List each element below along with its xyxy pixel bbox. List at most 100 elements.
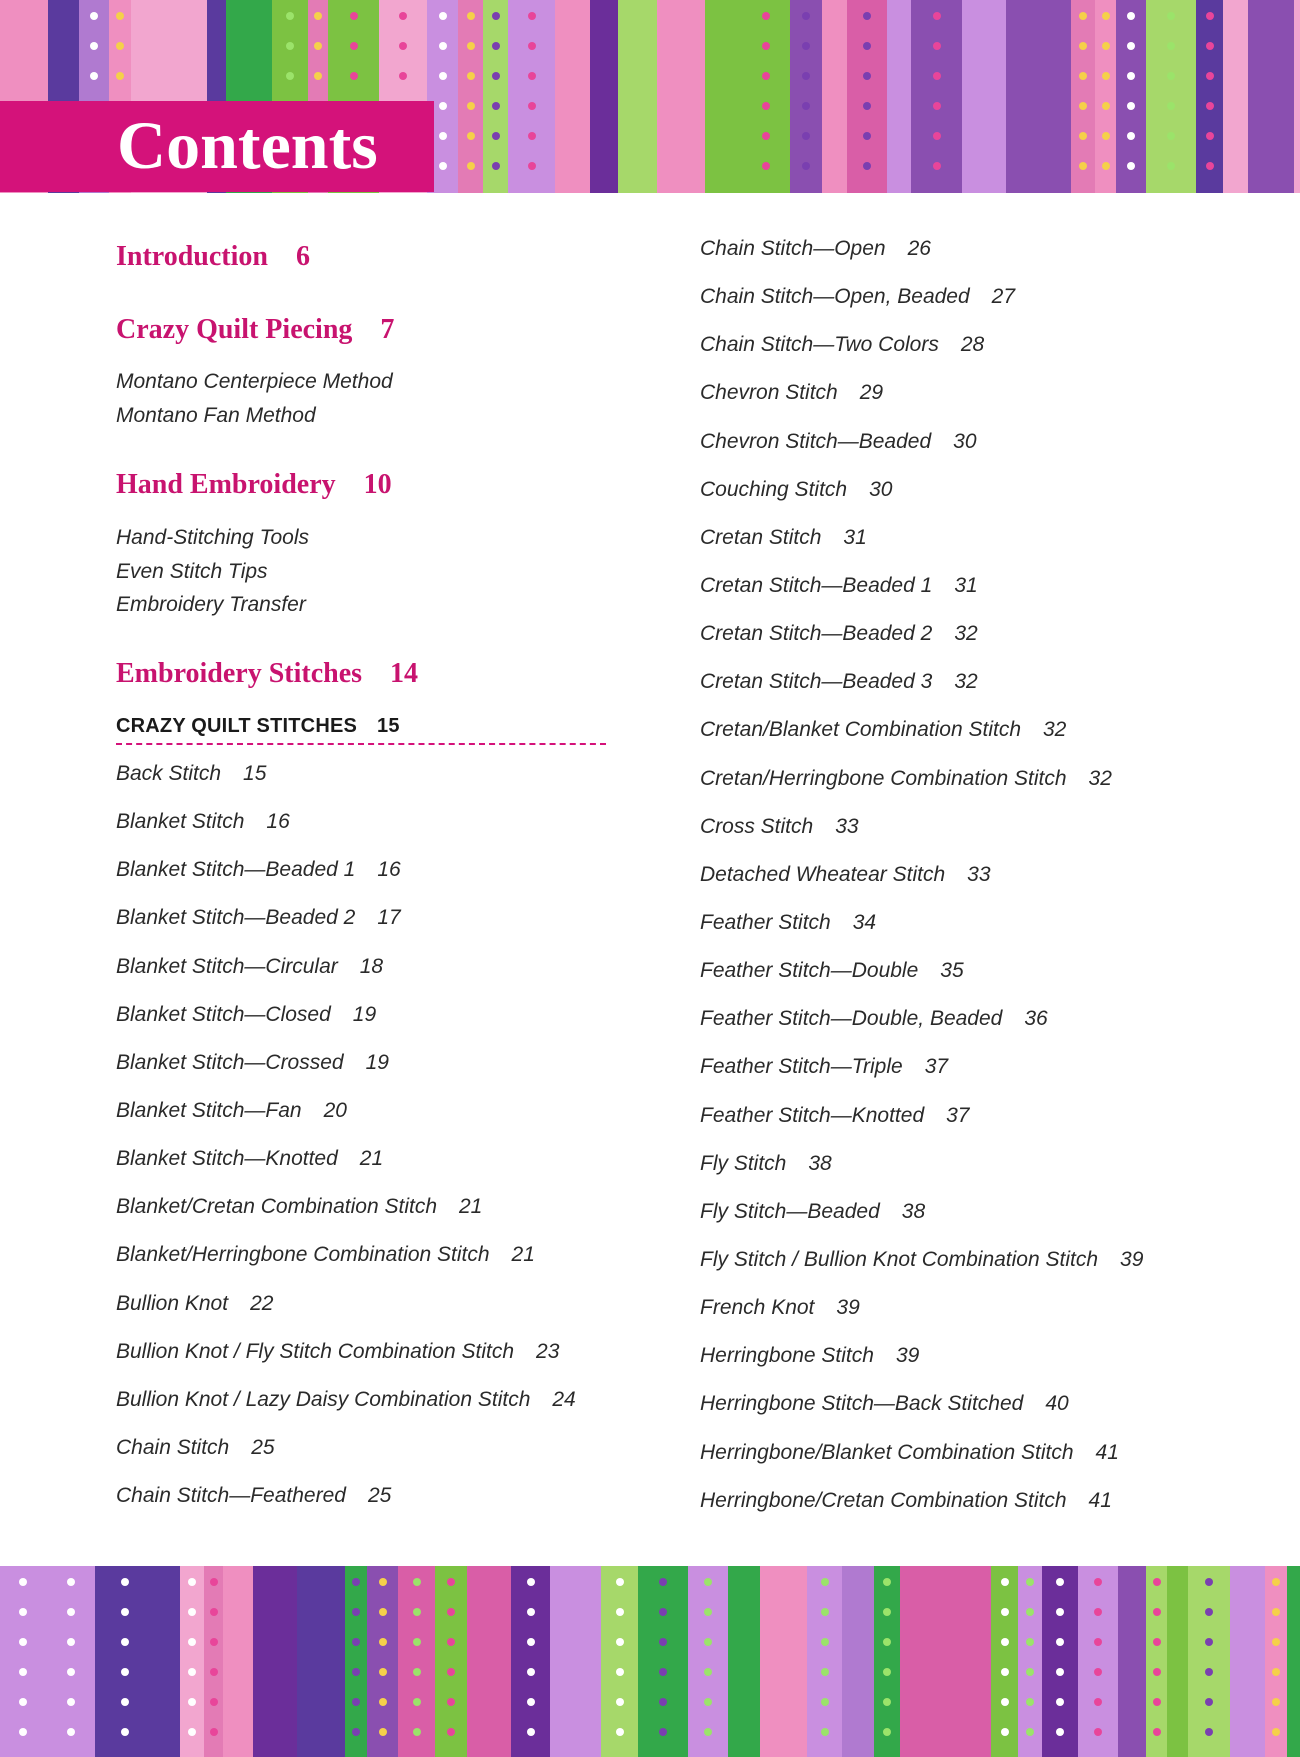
stitch-mark	[1205, 42, 1214, 50]
toc-entry[interactable]: Blanket/Herringbone Combination Stitch 21	[116, 1231, 576, 1279]
toc-entry[interactable]: Blanket Stitch—Fan 20	[116, 1087, 576, 1135]
stitch-mark	[121, 1698, 129, 1706]
stitch-mark	[1205, 12, 1214, 20]
toc-entry[interactable]: Fly Stitch 38	[700, 1140, 1143, 1188]
toc-entry[interactable]: Feather Stitch—Triple 37	[700, 1043, 1143, 1091]
toc-entry[interactable]: Back Stitch 15	[116, 750, 576, 798]
toc-heading-crazy-quilt-piecing[interactable]: Crazy Quilt Piecing 7	[116, 313, 394, 347]
toc-entry[interactable]: Cretan Stitch—Beaded 3 32	[700, 658, 1143, 706]
entry-title: Feather Stitch—Triple	[700, 1055, 903, 1079]
toc-entry[interactable]: Herringbone/Blanket Combination Stitch 41	[700, 1429, 1143, 1477]
toc-entry[interactable]: Chain Stitch—Open 26	[700, 225, 1143, 273]
stitch-mark	[19, 1728, 27, 1736]
entry-title: Blanket Stitch—Beaded 1	[116, 858, 356, 882]
toc-entry[interactable]: Feather Stitch 34	[700, 899, 1143, 947]
stitch-mark	[412, 1608, 421, 1616]
toc-entry[interactable]: Cross Stitch 33	[700, 803, 1143, 851]
toc-entry[interactable]: Chain Stitch 25	[116, 1424, 576, 1472]
fabric-stripe	[511, 1566, 550, 1757]
toc-entry[interactable]: Cretan Stitch—Beaded 2 32	[700, 610, 1143, 658]
toc-entry[interactable]: Blanket Stitch—Closed 19	[116, 991, 576, 1039]
stitch-mark	[1127, 72, 1135, 80]
stitch-mark	[1094, 1608, 1102, 1616]
toc-entry[interactable]: Detached Wheatear Stitch 33	[700, 851, 1143, 899]
fabric-stripe	[367, 1566, 398, 1757]
fabric-stripe	[1146, 1566, 1167, 1757]
stitch-mark	[352, 1698, 360, 1706]
toc-entry[interactable]: Blanket Stitch—Knotted 21	[116, 1135, 576, 1183]
toc-entry[interactable]: Chevron Stitch 29	[700, 369, 1143, 417]
toc-entry[interactable]: Cretan Stitch—Beaded 1 31	[700, 562, 1143, 610]
toc-entry[interactable]: Fly Stitch—Beaded 38	[700, 1188, 1143, 1236]
toc-entry[interactable]: Chain Stitch—Two Colors 28	[700, 321, 1143, 369]
entry-title: Detached Wheatear Stitch	[700, 862, 946, 886]
stitch-mark	[1272, 1638, 1280, 1646]
toc-subitem[interactable]: Embroidery Transfer	[116, 593, 306, 617]
toc-entry[interactable]: Blanket Stitch—Beaded 1 16	[116, 846, 576, 894]
entry-page: 32	[1088, 766, 1112, 790]
toc-entry[interactable]: Blanket Stitch—Circular 18	[116, 943, 576, 991]
stitch-mark	[314, 42, 322, 50]
toc-entry[interactable]: Chevron Stitch—Beaded 30	[700, 418, 1143, 466]
toc-entry[interactable]: Bullion Knot / Lazy Daisy Combination St…	[116, 1376, 576, 1424]
entry-title: Fly Stitch	[700, 1151, 787, 1175]
toc-entry[interactable]: Cretan/Herringbone Combination Stitch 32	[700, 755, 1143, 803]
entry-title: Blanket Stitch—Beaded 2	[116, 906, 356, 930]
toc-entry[interactable]: Fly Stitch / Bullion Knot Combination St…	[700, 1236, 1143, 1284]
heading-title: Crazy Quilt Piecing	[116, 314, 353, 345]
stitch-mark	[615, 1638, 624, 1646]
toc-entry[interactable]: Herringbone/Cretan Combination Stitch 41	[700, 1477, 1143, 1525]
stitch-mark	[1152, 1668, 1161, 1676]
stitch-mark	[466, 42, 475, 50]
toc-subitem[interactable]: Even Stitch Tips	[116, 559, 268, 583]
toc-entry[interactable]: Blanket Stitch—Beaded 2 17	[116, 894, 576, 942]
toc-heading-embroidery-stitches[interactable]: Embroidery Stitches 14	[116, 657, 418, 691]
entry-page: 37	[946, 1103, 970, 1127]
toc-entry[interactable]: Couching Stitch 30	[700, 466, 1143, 514]
stitch-mark	[447, 1728, 455, 1736]
toc-entry[interactable]: Feather Stitch—Double, Beaded 36	[700, 995, 1143, 1043]
stitch-mark	[1026, 1638, 1034, 1646]
stitch-mark	[1152, 1638, 1161, 1646]
toc-entry[interactable]: French Knot 39	[700, 1284, 1143, 1332]
toc-entry[interactable]: Blanket Stitch—Crossed 19	[116, 1039, 576, 1087]
toc-entry[interactable]: Bullion Knot / Fly Stitch Combination St…	[116, 1328, 576, 1376]
toc-entry[interactable]: Herringbone Stitch—Back Stitched 40	[700, 1380, 1143, 1428]
toc-heading-introduction[interactable]: Introduction 6	[116, 240, 310, 274]
stitch-mark	[761, 12, 770, 20]
toc-entry[interactable]: Blanket/Cretan Combination Stitch 21	[116, 1183, 576, 1231]
toc-subitem[interactable]: Montano Centerpiece Method	[116, 370, 393, 393]
toc-entry[interactable]: Chain Stitch—Feathered 25	[116, 1472, 576, 1520]
stitch-mark	[1205, 1668, 1213, 1676]
stitch-mark	[1272, 1578, 1280, 1586]
toc-subitem[interactable]: Hand-Stitching Tools	[116, 526, 309, 549]
stitch-mark	[438, 102, 447, 110]
toc-entry[interactable]: Cretan Stitch 31	[700, 514, 1143, 562]
fabric-stripe	[943, 1566, 991, 1757]
toc-subitem[interactable]: Montano Fan Method	[116, 403, 316, 427]
stitch-mark	[491, 162, 500, 170]
toc-entry[interactable]: Feather Stitch—Knotted 37	[700, 1092, 1143, 1140]
stitch-mark	[526, 1578, 535, 1586]
toc-subsection-crazy-quilt-stitches[interactable]: CRAZY QUILT STITCHES 15	[116, 712, 400, 740]
toc-entry[interactable]: Blanket Stitch 16	[116, 798, 576, 846]
fabric-stripe	[822, 0, 847, 193]
toc-entry[interactable]: Bullion Knot 22	[116, 1280, 576, 1328]
stitch-mark	[527, 162, 536, 170]
title-banner: Contents	[0, 101, 434, 192]
toc-heading-hand-embroidery[interactable]: Hand Embroidery 10	[116, 468, 392, 502]
entry-title: Blanket Stitch	[116, 810, 245, 834]
toc-entry[interactable]: Chain Stitch—Open, Beaded 27	[700, 273, 1143, 321]
stitch-mark	[932, 72, 941, 80]
toc-entry[interactable]: Feather Stitch—Double 35	[700, 947, 1143, 995]
footer-fabric-image	[0, 1566, 1300, 1757]
stitch-mark	[378, 1578, 387, 1586]
stitch-mark	[1000, 1638, 1009, 1646]
fabric-stripe	[555, 0, 590, 193]
stitch-mark	[412, 1638, 421, 1646]
fabric-stripe	[1042, 1566, 1078, 1757]
stitch-mark	[121, 1728, 129, 1736]
toc-entry[interactable]: Herringbone Stitch 39	[700, 1332, 1143, 1380]
toc-entry[interactable]: Cretan/Blanket Combination Stitch 32	[700, 706, 1143, 754]
entry-page: 22	[250, 1291, 274, 1315]
